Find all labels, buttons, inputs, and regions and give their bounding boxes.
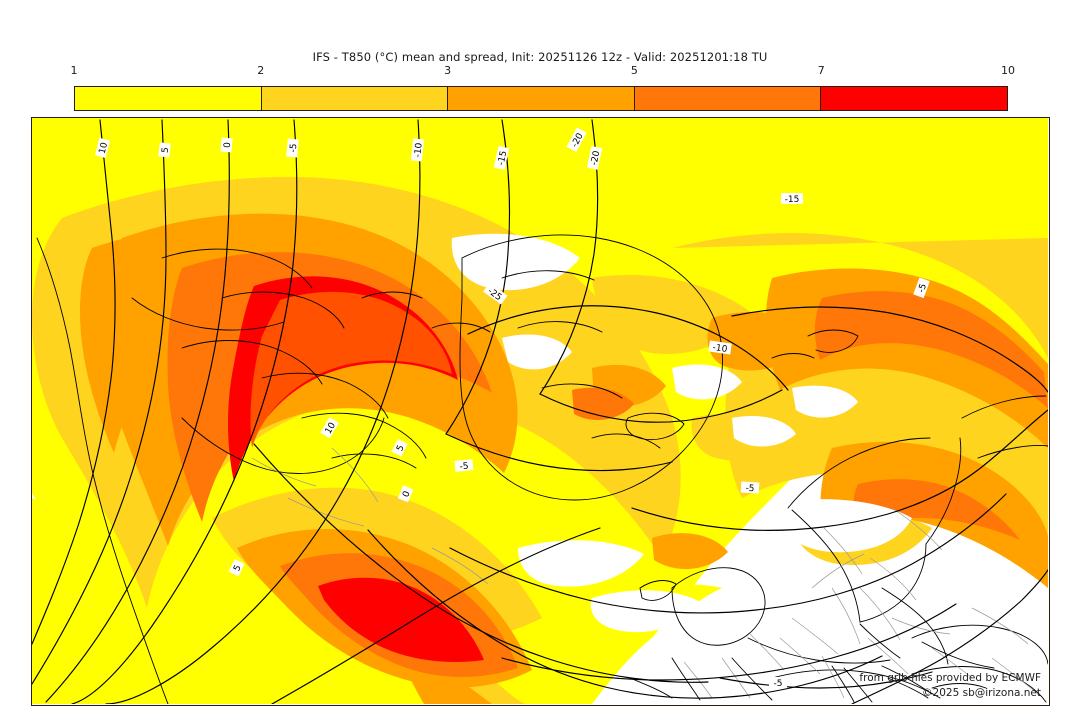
spread-peak-spot xyxy=(250,291,452,448)
colorbar-segment-3-5 xyxy=(448,87,635,110)
map-canvas[interactable]: 10 5 0 -5 -1 xyxy=(32,118,1048,704)
colorbar-tick-labels: 1 2 3 5 7 10 xyxy=(70,64,1016,82)
svg-text:5: 5 xyxy=(395,444,407,454)
colorbar-segment-2-3 xyxy=(261,87,449,110)
spread-shading-layer xyxy=(32,118,1048,704)
svg-text:-10: -10 xyxy=(413,142,425,158)
svg-text:-15: -15 xyxy=(785,195,800,205)
contour-label-neg10-right: -10 xyxy=(708,340,732,355)
svg-text:-20: -20 xyxy=(590,150,603,167)
contour-layer xyxy=(32,119,1048,704)
contour-label-neg5-atl: -5 xyxy=(454,459,474,473)
contour-label-10: 10 xyxy=(95,137,111,158)
svg-text:10: 10 xyxy=(98,141,111,155)
svg-text:-5: -5 xyxy=(774,679,783,689)
coastline-layer xyxy=(36,234,1048,704)
colorbar-tick-2: 2 xyxy=(257,64,265,77)
contour-label-neg5-bottom: -5 xyxy=(769,677,787,689)
svg-text:5: 5 xyxy=(232,564,244,574)
svg-text:0: 0 xyxy=(401,490,413,499)
colorbar xyxy=(74,86,1008,111)
colorbar-container: 1 2 3 5 7 10 xyxy=(71,64,1015,111)
map-frame[interactable]: 10 5 0 -5 -1 xyxy=(31,117,1050,706)
colorbar-segment-7-10 xyxy=(821,87,1007,110)
page-title: IFS - T850 (°C) mean and spread, Init: 2… xyxy=(312,50,768,64)
svg-text:-15: -15 xyxy=(497,150,510,166)
colorbar-tick-3: 3 xyxy=(444,64,452,77)
colorbar-segment-1-2 xyxy=(75,87,262,110)
contour-label-0-atl: 0 xyxy=(397,485,414,503)
colorbar-tick-1: 1 xyxy=(70,64,78,77)
country-border-layer xyxy=(251,447,1039,699)
colorbar-segment-5-7 xyxy=(634,87,822,110)
contour-label-neg5: -5 xyxy=(286,138,300,158)
contour-label-5-atl: 5 xyxy=(391,439,408,457)
svg-text:-5: -5 xyxy=(917,282,929,294)
contour-label-5-left: 5 xyxy=(228,559,245,577)
contour-label-neg5-europe: -5 xyxy=(740,481,760,495)
svg-text:0: 0 xyxy=(223,142,233,149)
colorbar-tick-7: 7 xyxy=(817,64,825,77)
spread-below-threshold xyxy=(451,233,1048,704)
svg-text:-5: -5 xyxy=(459,462,469,473)
svg-text:5: 5 xyxy=(161,147,172,154)
contour-label-neg15-right: -15 xyxy=(781,193,803,205)
contour-label-neg15-top: -15 xyxy=(493,145,510,170)
contour-label-5: 5 xyxy=(158,142,172,158)
contour-label-neg10: -10 xyxy=(410,138,425,162)
contour-label-neg20-top: -20 xyxy=(586,145,603,170)
svg-text:-10: -10 xyxy=(712,343,728,355)
colorbar-tick-5: 5 xyxy=(630,64,638,77)
contour-label-0: 0 xyxy=(220,137,233,153)
svg-text:-5: -5 xyxy=(745,484,755,495)
contour-label-neg5-right: -5 xyxy=(913,277,930,299)
colorbar-tick-10: 10 xyxy=(1001,64,1015,77)
svg-text:-5: -5 xyxy=(289,143,300,153)
